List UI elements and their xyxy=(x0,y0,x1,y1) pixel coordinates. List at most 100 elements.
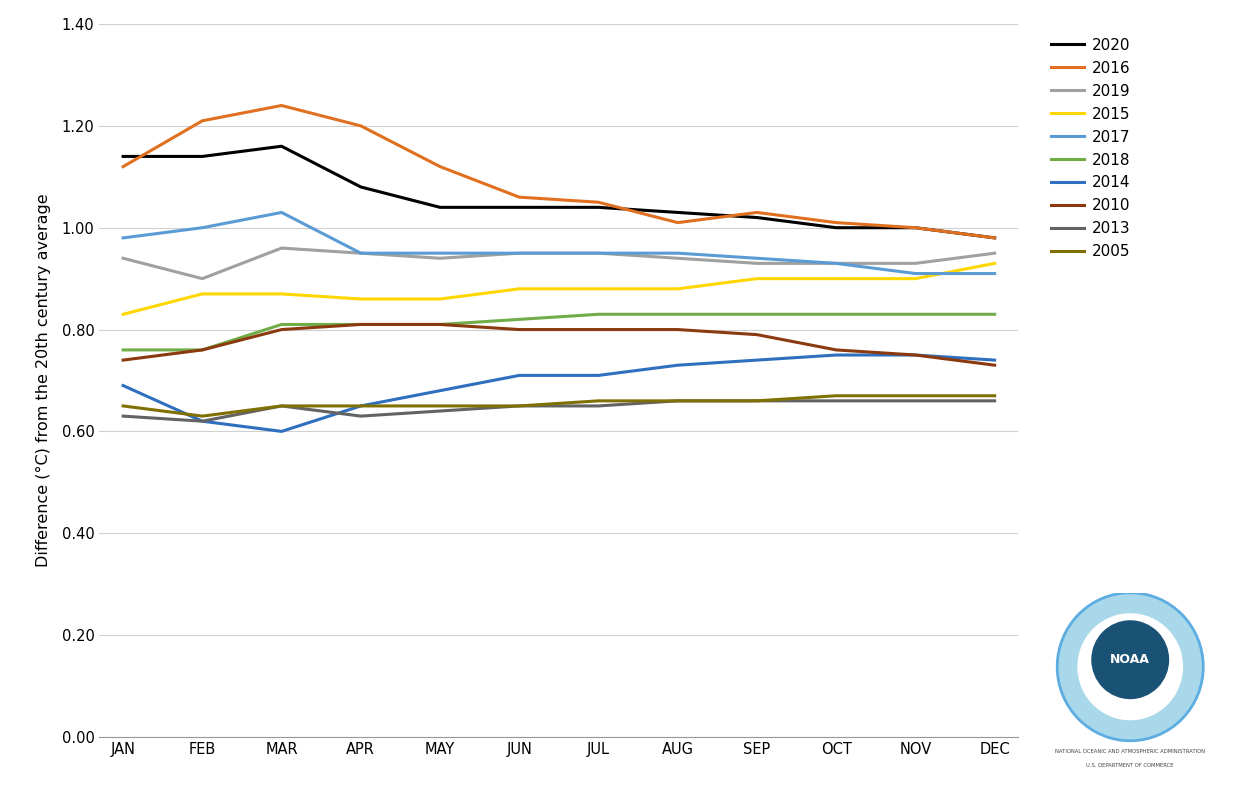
2016 xyxy=(512,192,527,202)
2015 xyxy=(828,274,843,284)
2005 xyxy=(274,401,289,411)
2019 xyxy=(987,248,1002,258)
2013 xyxy=(591,401,606,411)
Circle shape xyxy=(1078,614,1182,719)
Circle shape xyxy=(1057,593,1203,741)
Line: 2018: 2018 xyxy=(123,314,995,350)
2020 xyxy=(591,203,606,212)
2005 xyxy=(195,412,210,421)
2017 xyxy=(591,248,606,258)
2016 xyxy=(116,162,130,171)
2019 xyxy=(274,244,289,253)
2018 xyxy=(195,345,210,355)
2018 xyxy=(749,309,764,319)
2014 xyxy=(908,350,923,360)
2014 xyxy=(591,371,606,380)
2014 xyxy=(749,356,764,365)
2019 xyxy=(432,253,447,263)
2010 xyxy=(987,360,1002,370)
Circle shape xyxy=(1092,621,1169,698)
2013 xyxy=(512,401,527,411)
2020 xyxy=(987,233,1002,243)
2019 xyxy=(908,259,923,268)
2013 xyxy=(671,396,686,405)
Line: 2014: 2014 xyxy=(123,355,995,432)
Line: 2019: 2019 xyxy=(123,248,995,279)
2020 xyxy=(354,182,369,191)
2015 xyxy=(908,274,923,284)
2018 xyxy=(116,345,130,355)
2020 xyxy=(274,142,289,151)
2017 xyxy=(354,248,369,258)
2010 xyxy=(908,350,923,360)
2017 xyxy=(195,223,210,232)
2010 xyxy=(749,330,764,340)
2020 xyxy=(116,151,130,161)
2014 xyxy=(512,371,527,380)
2018 xyxy=(512,315,527,324)
2020 xyxy=(671,207,686,217)
2018 xyxy=(354,320,369,329)
2014 xyxy=(274,427,289,437)
2017 xyxy=(512,248,527,258)
2019 xyxy=(828,259,843,268)
2005 xyxy=(512,401,527,411)
2019 xyxy=(591,248,606,258)
2015 xyxy=(354,294,369,304)
2013 xyxy=(908,396,923,405)
2017 xyxy=(432,248,447,258)
2016 xyxy=(354,121,369,131)
2018 xyxy=(908,309,923,319)
2005 xyxy=(987,391,1002,400)
2010 xyxy=(116,356,130,365)
2016 xyxy=(195,116,210,126)
2014 xyxy=(116,380,130,390)
2010 xyxy=(274,324,289,334)
2010 xyxy=(512,324,527,334)
2013 xyxy=(116,412,130,421)
2017 xyxy=(828,259,843,268)
2010 xyxy=(354,320,369,329)
2010 xyxy=(195,345,210,355)
Text: NATIONAL OCEANIC AND ATMOSPHERIC ADMINISTRATION: NATIONAL OCEANIC AND ATMOSPHERIC ADMINIS… xyxy=(1056,749,1205,754)
2019 xyxy=(671,253,686,263)
2020 xyxy=(749,213,764,223)
2014 xyxy=(195,417,210,426)
2014 xyxy=(432,386,447,396)
2017 xyxy=(987,268,1002,278)
Line: 2017: 2017 xyxy=(123,212,995,273)
2005 xyxy=(116,401,130,411)
2015 xyxy=(116,309,130,319)
2015 xyxy=(987,259,1002,268)
2018 xyxy=(987,309,1002,319)
2016 xyxy=(987,233,1002,243)
2020 xyxy=(432,203,447,212)
2015 xyxy=(591,284,606,294)
Text: NOAA: NOAA xyxy=(1110,653,1150,666)
2005 xyxy=(828,391,843,400)
2018 xyxy=(432,320,447,329)
2014 xyxy=(828,350,843,360)
2019 xyxy=(354,248,369,258)
2010 xyxy=(671,324,686,334)
Line: 2013: 2013 xyxy=(123,400,995,421)
2010 xyxy=(828,345,843,355)
2016 xyxy=(828,218,843,227)
2016 xyxy=(908,223,923,232)
Text: U.S. DEPARTMENT OF COMMERCE: U.S. DEPARTMENT OF COMMERCE xyxy=(1087,763,1174,768)
2010 xyxy=(591,324,606,334)
2020 xyxy=(195,151,210,161)
2014 xyxy=(354,401,369,411)
2013 xyxy=(195,417,210,426)
2020 xyxy=(828,223,843,232)
2015 xyxy=(274,289,289,299)
Line: 2005: 2005 xyxy=(123,396,995,417)
2015 xyxy=(432,294,447,304)
2017 xyxy=(671,248,686,258)
2005 xyxy=(671,396,686,405)
2005 xyxy=(354,401,369,411)
2013 xyxy=(432,406,447,416)
2005 xyxy=(591,396,606,405)
2018 xyxy=(828,309,843,319)
2019 xyxy=(116,253,130,263)
